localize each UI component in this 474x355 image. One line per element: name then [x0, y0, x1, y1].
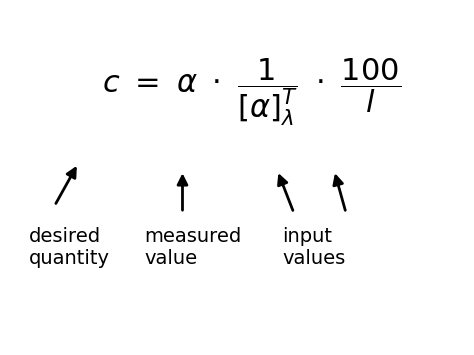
Text: $c \ = \ \alpha \ \cdot \ \dfrac{1}{[\alpha]^{T}_{\lambda}} \ \cdot \ \dfrac{100: $c \ = \ \alpha \ \cdot \ \dfrac{1}{[\al… [102, 56, 401, 128]
Text: measured
value: measured value [145, 227, 242, 268]
Text: desired
quantity: desired quantity [28, 227, 109, 268]
Text: input
values: input values [282, 227, 345, 268]
